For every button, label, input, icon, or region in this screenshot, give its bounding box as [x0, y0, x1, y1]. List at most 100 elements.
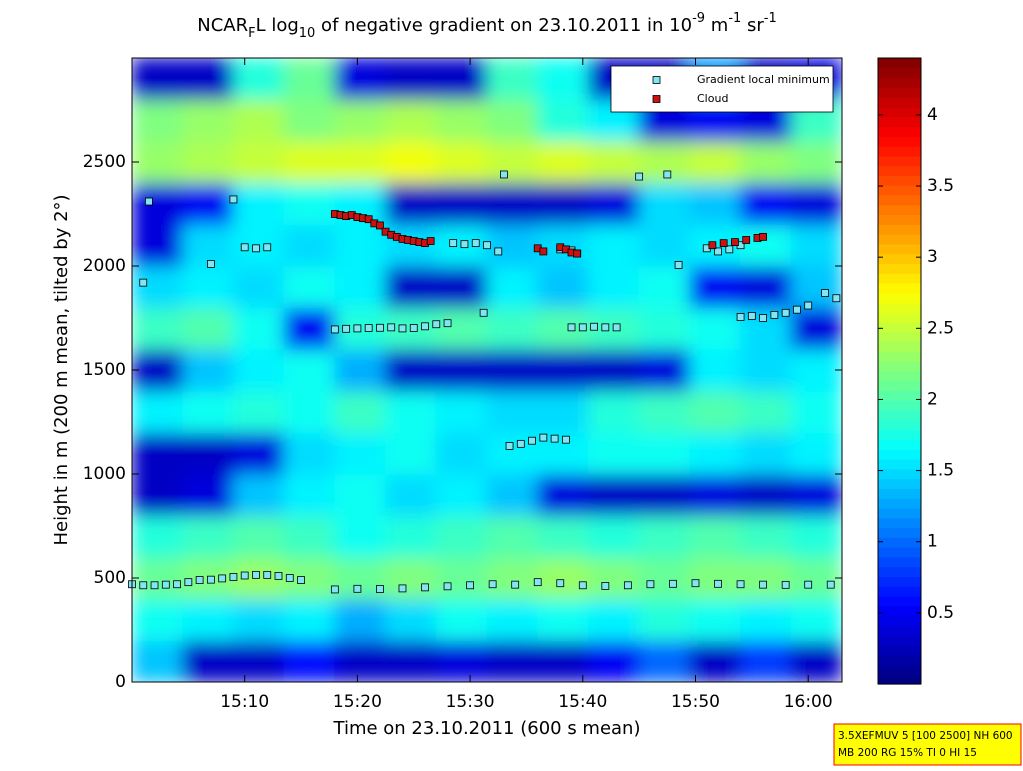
heat-cell	[334, 639, 387, 682]
heat-cell	[182, 348, 234, 392]
heat-cell	[132, 473, 184, 517]
marker	[832, 294, 841, 303]
heat-cell	[182, 431, 234, 475]
heat-cell	[486, 223, 539, 267]
marker	[139, 278, 148, 287]
heat-cell	[537, 556, 589, 600]
heat-cell	[537, 58, 589, 101]
heat-cell	[334, 431, 387, 475]
marker	[663, 170, 672, 179]
marker	[376, 585, 384, 593]
heat-cell	[283, 99, 336, 142]
heat-cell	[132, 265, 184, 309]
colorbar-strip	[878, 371, 921, 382]
marker	[426, 237, 435, 245]
colorbar-strip	[878, 136, 921, 147]
marker	[550, 434, 559, 443]
heat-cell	[385, 99, 437, 142]
heat-cell	[385, 140, 437, 184]
heat-cell	[283, 307, 336, 350]
x-tick-label: 15:10	[220, 692, 269, 712]
colorbar-tick-label: 1.5	[927, 461, 954, 481]
marker	[516, 439, 525, 448]
colorbar-tick-label: 0.5	[927, 603, 954, 623]
heat-cell	[334, 598, 387, 641]
heat-cell	[537, 515, 589, 558]
marker	[421, 322, 429, 331]
heat-cell	[182, 99, 234, 142]
colorbar-strip	[878, 194, 921, 206]
marker	[635, 172, 644, 181]
colorbar-strip	[878, 243, 921, 255]
marker	[646, 580, 655, 589]
colorbar-strip	[878, 282, 921, 294]
marker	[736, 313, 745, 321]
heat-cell	[132, 58, 184, 101]
heat-cell	[132, 598, 184, 641]
marker	[590, 322, 598, 331]
heat-cell	[435, 390, 488, 433]
annotation: 3.5XEFMUV 5 [100 2500] NH 600	[838, 730, 1013, 742]
heat-cell	[334, 515, 387, 558]
heatmap	[132, 58, 842, 682]
colorbar-strip	[878, 253, 921, 265]
heat-cell	[638, 639, 691, 682]
y-tick-label: 500	[94, 568, 126, 588]
heat-cell	[132, 556, 184, 600]
x-axis-label: Time on 23.10.2011 (600 s mean)	[333, 718, 641, 739]
marker	[500, 170, 508, 179]
heat-cell	[537, 265, 589, 309]
heat-cell	[638, 182, 691, 225]
annotation: MB 200 RG 15% TI 0 HI 15	[838, 747, 977, 759]
heat-cell	[283, 58, 336, 101]
heat-cell	[232, 598, 285, 641]
heat-cell	[182, 639, 234, 682]
marker	[263, 243, 272, 252]
marker	[274, 572, 283, 580]
heat-cell	[537, 598, 589, 641]
heat-cell	[182, 140, 234, 184]
heat-cell	[638, 390, 691, 433]
colorbar-tick-label: 3.5	[927, 176, 954, 196]
heat-cell	[334, 140, 387, 184]
heat-cell	[182, 58, 234, 101]
marker	[218, 574, 227, 583]
heat-cell	[790, 431, 842, 475]
y-tick-label: 0	[115, 672, 126, 692]
marker	[578, 323, 587, 332]
heat-cell	[638, 223, 691, 267]
heat-cell	[232, 639, 285, 682]
heat-cell	[587, 140, 640, 184]
colorbar-strip	[878, 331, 921, 343]
marker	[742, 236, 751, 244]
marker	[714, 579, 722, 588]
marker	[528, 436, 536, 445]
heat-cell	[587, 515, 640, 558]
marker	[770, 310, 779, 319]
heat-cell	[435, 473, 488, 517]
heat-cell	[486, 348, 539, 392]
marker	[460, 240, 469, 249]
marker	[240, 571, 249, 580]
heat-cell	[638, 515, 691, 558]
colorbar-strip	[878, 77, 921, 88]
heat-cell	[587, 598, 640, 641]
colorbar-strip	[878, 126, 921, 137]
marker	[409, 324, 418, 332]
heat-cell	[740, 140, 792, 184]
marker	[483, 241, 491, 250]
heat-cell	[334, 99, 387, 142]
heat-cell	[486, 639, 539, 682]
marker	[669, 579, 677, 588]
marker	[781, 580, 790, 589]
heat-cell	[385, 58, 437, 101]
heat-cell	[334, 265, 387, 309]
heat-cell	[740, 223, 792, 267]
marker	[206, 260, 215, 268]
x-tick-label: 15:40	[558, 692, 607, 712]
heat-cell	[232, 390, 285, 433]
heat-cell	[283, 515, 336, 558]
colorbar-strip	[878, 106, 921, 118]
heat-cell	[486, 182, 539, 225]
heat-cell	[435, 265, 488, 309]
